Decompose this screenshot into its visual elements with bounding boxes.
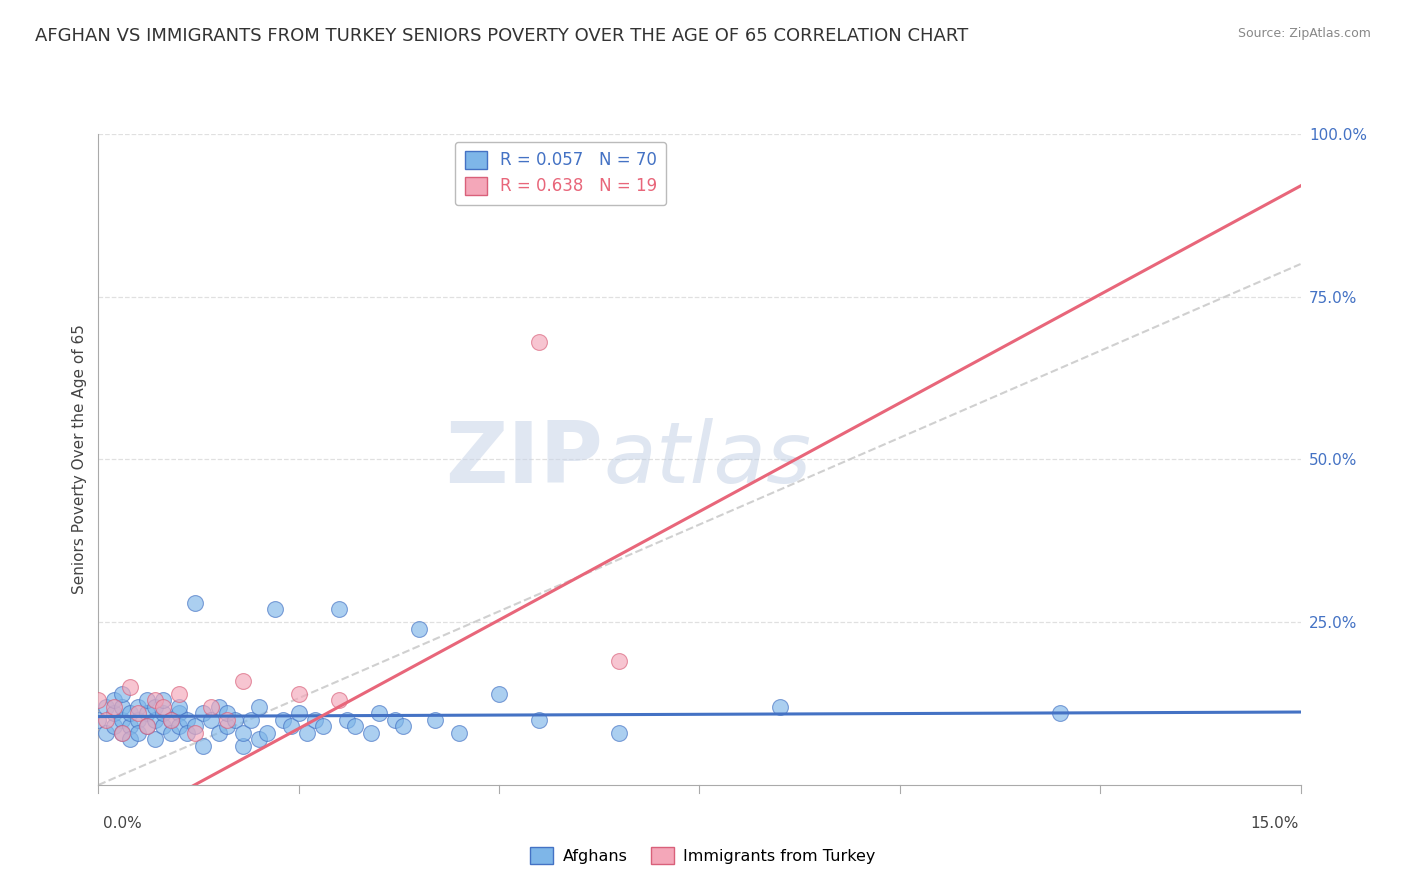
Point: [191, 706, 214, 721]
Text: atlas: atlas: [603, 417, 811, 501]
Point: [183, 726, 205, 740]
Point: [288, 706, 311, 721]
Point: [215, 719, 238, 733]
Point: [96, 713, 118, 727]
Point: [159, 726, 181, 740]
Point: [183, 719, 205, 733]
Point: [215, 713, 238, 727]
Point: [128, 713, 150, 727]
Point: [87, 693, 110, 707]
Point: [271, 713, 294, 727]
Point: [96, 699, 118, 714]
Point: [609, 726, 631, 740]
Point: [111, 726, 134, 740]
Point: [120, 732, 142, 747]
Point: [143, 713, 166, 727]
Text: 0.0%: 0.0%: [103, 816, 142, 830]
Point: [176, 713, 198, 727]
Point: [152, 699, 174, 714]
Point: [143, 699, 166, 714]
Point: [208, 726, 231, 740]
Point: [135, 719, 157, 733]
Point: [360, 726, 382, 740]
Point: [384, 713, 406, 727]
Point: [128, 726, 150, 740]
Point: [1049, 706, 1071, 721]
Point: [247, 699, 270, 714]
Point: [111, 699, 134, 714]
Point: [609, 654, 631, 668]
Point: [769, 699, 792, 714]
Point: [232, 739, 254, 753]
Point: [152, 693, 174, 707]
Point: [368, 706, 391, 721]
Point: [200, 713, 222, 727]
Legend: R = 0.057   N = 70, R = 0.638   N = 19: R = 0.057 N = 70, R = 0.638 N = 19: [456, 142, 666, 205]
Point: [96, 726, 118, 740]
Point: [103, 706, 125, 721]
Point: [111, 687, 134, 701]
Point: [120, 680, 142, 694]
Text: AFGHAN VS IMMIGRANTS FROM TURKEY SENIORS POVERTY OVER THE AGE OF 65 CORRELATION : AFGHAN VS IMMIGRANTS FROM TURKEY SENIORS…: [35, 27, 969, 45]
Point: [87, 713, 110, 727]
Point: [135, 719, 157, 733]
Point: [215, 706, 238, 721]
Point: [304, 713, 326, 727]
Point: [135, 693, 157, 707]
Point: [143, 693, 166, 707]
Point: [103, 693, 125, 707]
Point: [280, 719, 302, 733]
Point: [423, 713, 446, 727]
Point: [111, 713, 134, 727]
Point: [488, 687, 510, 701]
Point: [336, 713, 359, 727]
Point: [167, 687, 190, 701]
Point: [529, 335, 551, 350]
Point: [295, 726, 318, 740]
Point: [103, 719, 125, 733]
Point: [167, 699, 190, 714]
Point: [128, 699, 150, 714]
Point: [167, 719, 190, 733]
Point: [111, 726, 134, 740]
Point: [159, 713, 181, 727]
Point: [408, 622, 430, 636]
Point: [167, 706, 190, 721]
Point: [232, 673, 254, 688]
Point: [239, 713, 262, 727]
Point: [208, 699, 231, 714]
Point: [328, 602, 350, 616]
Point: [128, 706, 150, 721]
Point: [529, 713, 551, 727]
Point: [328, 693, 350, 707]
Point: [288, 687, 311, 701]
Point: [135, 706, 157, 721]
Point: [143, 732, 166, 747]
Point: [120, 706, 142, 721]
Point: [232, 726, 254, 740]
Legend: Afghans, Immigrants from Turkey: Afghans, Immigrants from Turkey: [524, 840, 882, 871]
Text: 15.0%: 15.0%: [1251, 816, 1299, 830]
Y-axis label: Seniors Poverty Over the Age of 65: Seniors Poverty Over the Age of 65: [72, 325, 87, 594]
Point: [152, 706, 174, 721]
Point: [392, 719, 415, 733]
Point: [159, 713, 181, 727]
Point: [343, 719, 366, 733]
Point: [103, 699, 125, 714]
Point: [200, 699, 222, 714]
Point: [312, 719, 335, 733]
Point: [447, 726, 470, 740]
Point: [263, 602, 285, 616]
Point: [152, 719, 174, 733]
Point: [191, 739, 214, 753]
Point: [120, 719, 142, 733]
Text: ZIP: ZIP: [446, 417, 603, 501]
Point: [224, 713, 246, 727]
Text: Source: ZipAtlas.com: Source: ZipAtlas.com: [1237, 27, 1371, 40]
Point: [176, 726, 198, 740]
Point: [247, 732, 270, 747]
Point: [256, 726, 278, 740]
Point: [183, 596, 205, 610]
